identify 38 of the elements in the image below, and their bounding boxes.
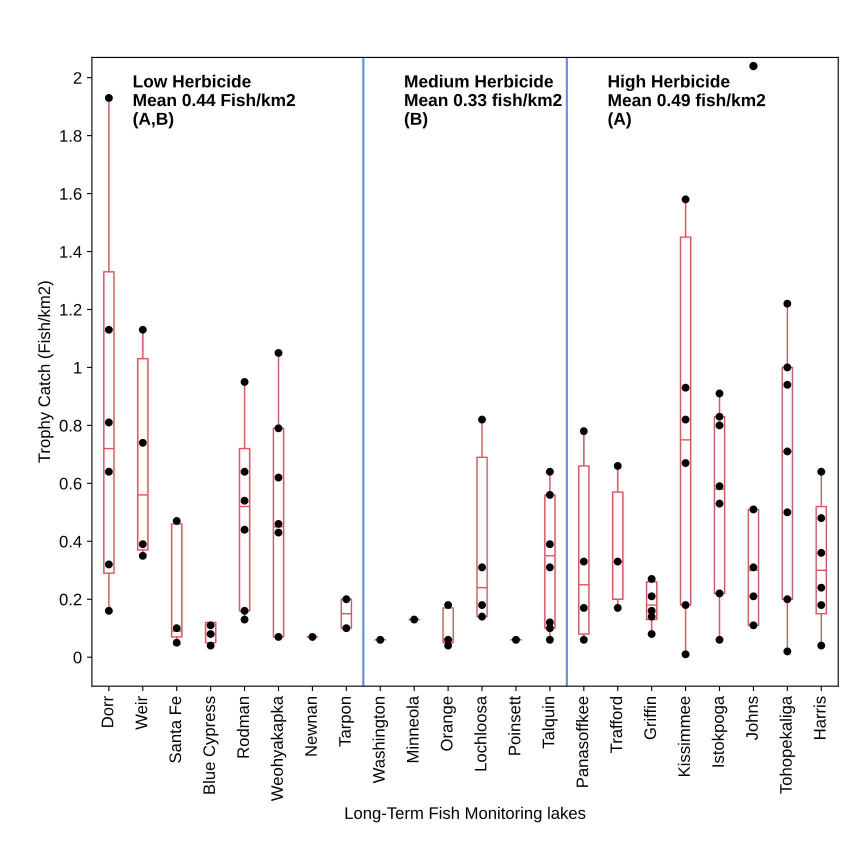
x-tick-label: Orange	[440, 696, 456, 751]
annotation: Low Herbicide Mean 0.44 Fish/km2 (A,B)	[133, 74, 295, 128]
x-tick-label: Tohopekaliga	[780, 696, 796, 794]
x-tick-label: Poinsett	[508, 696, 520, 755]
x-tick-label: Minneola	[406, 696, 419, 762]
x-tick-label: Weir	[135, 696, 148, 730]
x-tick-label: Johns	[746, 696, 758, 740]
x-tick-label: Istokpoga	[712, 696, 728, 767]
x-tick-label: Lochloosa	[474, 696, 487, 771]
x-axis-title: Long-Term Fish Monitoring lakes	[346, 806, 586, 822]
x-tick-label: Trafford	[610, 696, 622, 753]
annotation: Medium Herbicide Mean 0.33 fish/km2 (B)	[404, 74, 562, 128]
y-tick-label: 1.4	[60, 246, 82, 258]
y-tick-label: 0.6	[60, 478, 82, 490]
x-tick-label: Talquin	[542, 696, 558, 748]
y-tick-label: 1.6	[60, 188, 82, 200]
x-tick-label: Griffin	[644, 696, 656, 740]
x-tick-label: Harris	[814, 696, 826, 739]
y-tick-label: 0	[74, 652, 82, 664]
y-tick-label: 1.2	[60, 304, 82, 316]
y-tick-label: 1	[74, 362, 82, 374]
x-tick-label: Panasoffkee	[576, 696, 588, 787]
annotation: High Herbicide Mean 0.49 fish/km2 (A)	[608, 74, 766, 128]
x-tick-label: Tarpon	[339, 696, 354, 746]
y-tick-label: 0.2	[60, 594, 82, 606]
x-tick-label: Dorr	[102, 696, 114, 727]
y-tick-label: 2	[74, 72, 82, 84]
y-tick-label: 0.4	[60, 536, 82, 548]
x-tick-label: Blue Cypress	[202, 696, 218, 794]
y-axis-title: Trophy Catch (Fish/km2)	[38, 281, 54, 463]
x-tick-label: Rodman	[236, 696, 250, 758]
x-tick-label: Newnan	[305, 696, 317, 756]
x-tick-label: Washington	[372, 696, 388, 784]
x-tick-label: Santa Fe	[169, 696, 182, 763]
x-tick-label: Weohyakapka	[270, 696, 286, 802]
y-tick-label: 1.8	[60, 130, 82, 142]
y-tick-label: 0.8	[60, 420, 82, 432]
x-tick-label: Kissimmee	[678, 696, 690, 776]
